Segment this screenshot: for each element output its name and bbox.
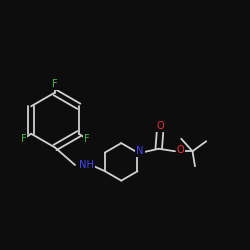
Text: NH: NH bbox=[79, 160, 94, 170]
Text: O: O bbox=[156, 121, 164, 131]
Text: F: F bbox=[84, 134, 89, 144]
Text: F: F bbox=[21, 134, 26, 144]
Text: N: N bbox=[136, 146, 144, 156]
Text: O: O bbox=[176, 145, 184, 155]
Text: F: F bbox=[52, 79, 58, 89]
